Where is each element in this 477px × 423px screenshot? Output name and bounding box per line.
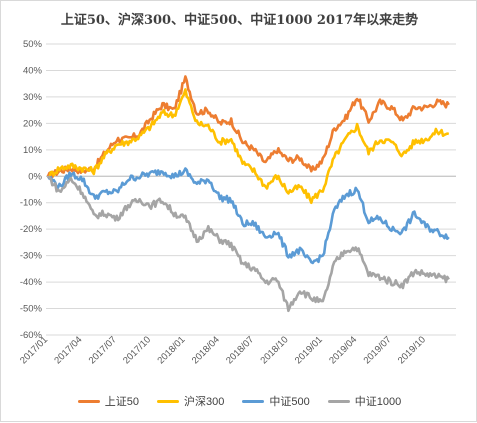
series-line <box>46 75 450 179</box>
y-tick-label: 20% <box>23 118 43 129</box>
x-tick-label: 2019/04 <box>327 334 359 366</box>
y-tick-label: 10% <box>23 145 43 156</box>
x-tick-label: 2018/10 <box>259 334 291 366</box>
x-tick-label: 2019/07 <box>362 334 394 366</box>
chart-title: 上证50、沪深300、中证500、中证1000 2017年以来走势 <box>60 13 419 28</box>
legend-label: 上证50 <box>104 396 140 408</box>
y-tick-label: -60% <box>20 330 43 341</box>
x-tick-label: 2019/10 <box>396 334 428 366</box>
legend-swatch <box>157 399 180 403</box>
y-tick-label: -10% <box>20 198 43 209</box>
y-tick-label: 50% <box>23 39 43 50</box>
x-tick-label: 2017/07 <box>87 334 119 366</box>
x-tick-label: 2018/04 <box>190 334 222 366</box>
legend-item: 上证50 <box>77 393 140 409</box>
legend-label: 中证1000 <box>354 396 402 408</box>
x-tick-label: 2018/07 <box>224 334 256 366</box>
x-tick-label: 2019/01 <box>293 334 325 366</box>
legend-item: 中证500 <box>242 393 310 409</box>
y-tick-label: -40% <box>20 277 43 288</box>
y-tick-label: -50% <box>20 304 43 315</box>
y-tick-label: 40% <box>23 65 43 76</box>
legend-swatch <box>77 399 100 403</box>
legend-label: 沪深300 <box>184 396 225 408</box>
y-tick-label: -20% <box>20 224 43 235</box>
series-line <box>47 175 450 313</box>
legend-item: 中证1000 <box>327 393 402 409</box>
x-tick-label: 2017/04 <box>52 334 84 366</box>
y-tick-label: -30% <box>20 251 43 262</box>
legend-item: 沪深300 <box>157 393 224 409</box>
x-tick-label: 2017/10 <box>121 334 153 366</box>
x-tick-label: 2018/01 <box>155 334 187 366</box>
legend-swatch <box>327 399 350 403</box>
legend-label: 中证500 <box>269 396 310 408</box>
y-tick-label: 0% <box>28 171 42 182</box>
legend-swatch <box>242 399 265 403</box>
y-tick-label: 30% <box>23 92 43 103</box>
chart-legend: 上证50 沪深300 中证500 中证1000 <box>1 393 477 409</box>
series-line <box>47 88 450 205</box>
series-line <box>46 167 450 265</box>
